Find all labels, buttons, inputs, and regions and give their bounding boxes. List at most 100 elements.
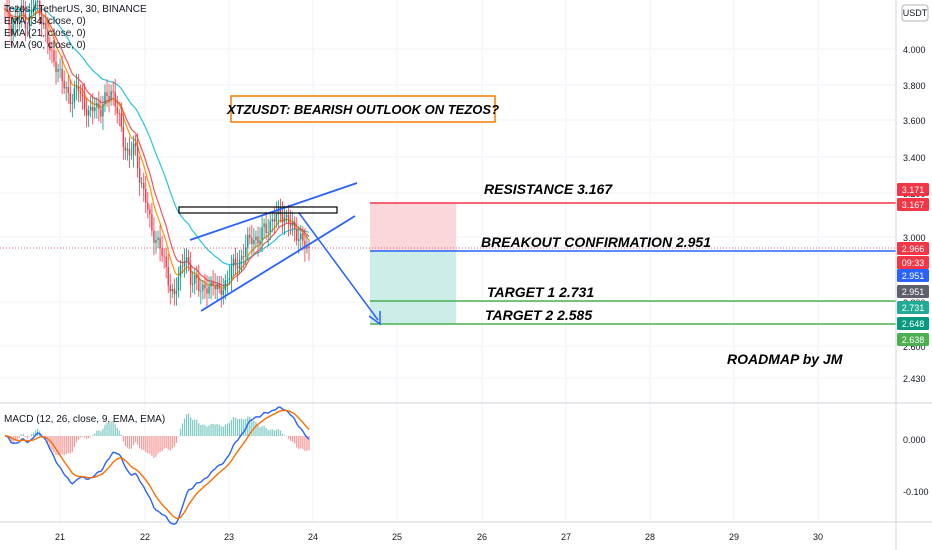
macd-histogram-bar [153, 436, 155, 458]
candle-body [110, 91, 112, 101]
ema90-legend[interactable]: EMA (90, close, 0) [4, 40, 86, 51]
candle-body [36, 0, 39, 2]
candle-body [45, 22, 47, 30]
candle-body [149, 209, 151, 215]
candle-body [34, 1, 37, 9]
macd-histogram-bar [263, 425, 265, 436]
candle-body [232, 258, 235, 266]
candle-body [94, 107, 96, 112]
candle-body [16, 17, 18, 21]
candle-body [259, 240, 261, 244]
candle-body [92, 106, 94, 112]
macd-histogram-bar [157, 436, 159, 454]
wedge-upper-line[interactable] [189, 182, 358, 241]
candle-body [194, 274, 196, 284]
candle-body [89, 106, 92, 111]
symbol-title[interactable]: Tezos / TetherUS, 30, BINANCE [4, 4, 147, 15]
macd-histogram-bar [247, 416, 249, 436]
macd-histogram-bar [114, 424, 116, 436]
macd-histogram-bar [69, 436, 71, 454]
macd-histogram-bar [75, 436, 78, 443]
price-tag [897, 269, 929, 282]
ema21-legend[interactable]: EMA (21, close, 0) [4, 28, 86, 39]
candle-body [77, 86, 80, 92]
macd-histogram-bar [269, 429, 271, 436]
candle-body [159, 237, 161, 249]
price-tag-label: 2.648 [902, 319, 925, 329]
macd-histogram-bar [249, 416, 251, 436]
candle-body [136, 146, 139, 169]
macd-histogram-bar [292, 436, 294, 442]
price-tag-label: 2.951 [902, 287, 925, 297]
macd-histogram-bar [167, 436, 169, 450]
price-tag-label: 2.638 [902, 335, 925, 345]
candle-body [296, 228, 298, 241]
candle-body [183, 261, 186, 267]
macd-histogram-bar [26, 436, 29, 439]
candle-body [126, 148, 129, 151]
macd-histogram-bar [298, 436, 300, 450]
macd-histogram-bar [120, 434, 122, 436]
candle-body [85, 109, 88, 116]
macd-histogram-bar [22, 434, 24, 436]
candle-body [28, 13, 31, 29]
candle-body [6, 10, 8, 11]
candle-body [263, 223, 265, 228]
macd-histogram-bar [57, 436, 59, 456]
macd-histogram-bar [226, 423, 228, 436]
macd-histogram-bar [277, 428, 279, 436]
candle-body [100, 109, 102, 117]
macd-histogram-bar [128, 436, 131, 449]
candle-body [289, 223, 292, 226]
wedge-lower-line[interactable] [200, 215, 356, 312]
macd-histogram-bar [265, 427, 267, 436]
resistance-zone-box[interactable] [178, 206, 338, 214]
candle-body [65, 87, 67, 89]
stop-loss-zone[interactable] [370, 203, 456, 251]
price-tag [897, 317, 929, 330]
macd-histogram-bar [183, 418, 186, 436]
candle-body [59, 68, 61, 70]
candle-body [251, 237, 253, 245]
candle-body [279, 207, 282, 215]
candle-body [55, 61, 57, 72]
candle-body [157, 237, 159, 241]
candle-body [63, 80, 65, 89]
candle-body [283, 217, 286, 223]
macd-histogram-bar [257, 425, 259, 436]
macd-legend-label: MACD (12, 26, close, 9, EMA, EMA) [4, 414, 166, 425]
candle-body [69, 92, 72, 105]
macd-histogram-bar [47, 436, 49, 445]
macd-histogram-bar [90, 436, 92, 437]
x-tick-label: 26 [477, 532, 487, 542]
target1-label: TARGET 1 2.731 [487, 284, 594, 300]
ema34-legend[interactable]: EMA (34, close, 0) [4, 16, 86, 27]
candle-body [228, 278, 231, 281]
projection-arrow[interactable] [298, 212, 379, 321]
macd-histogram-bar [234, 417, 237, 436]
candle-body [134, 143, 137, 147]
candle-body [130, 154, 133, 156]
macd-histogram-bar [196, 419, 198, 436]
macd-histogram-bar [96, 430, 98, 436]
projection-arrow-head [368, 311, 381, 326]
macd-histogram-bar [112, 421, 114, 436]
candle-body [153, 230, 155, 243]
title-box[interactable] [230, 95, 496, 123]
macd-legend[interactable]: MACD (12, 26, close, 9, EMA, EMA) [4, 414, 165, 426]
price-tag-label: 2.951 [902, 271, 925, 281]
macd-histogram-bar [67, 436, 69, 454]
macd-histogram-bar [285, 436, 288, 437]
candle-body [53, 50, 55, 62]
macd-histogram-bar [208, 425, 210, 436]
resistance-label: RESISTANCE 3.167 [484, 181, 613, 197]
macd-histogram-bar [275, 429, 277, 436]
macd-histogram-bar [220, 426, 222, 436]
price-tag [897, 242, 929, 255]
candle-body [189, 264, 192, 285]
x-tick-label: 30 [813, 532, 823, 542]
macd-histogram-bar [110, 421, 112, 436]
currency-box[interactable] [901, 4, 929, 22]
take-profit-zone[interactable] [370, 251, 456, 324]
